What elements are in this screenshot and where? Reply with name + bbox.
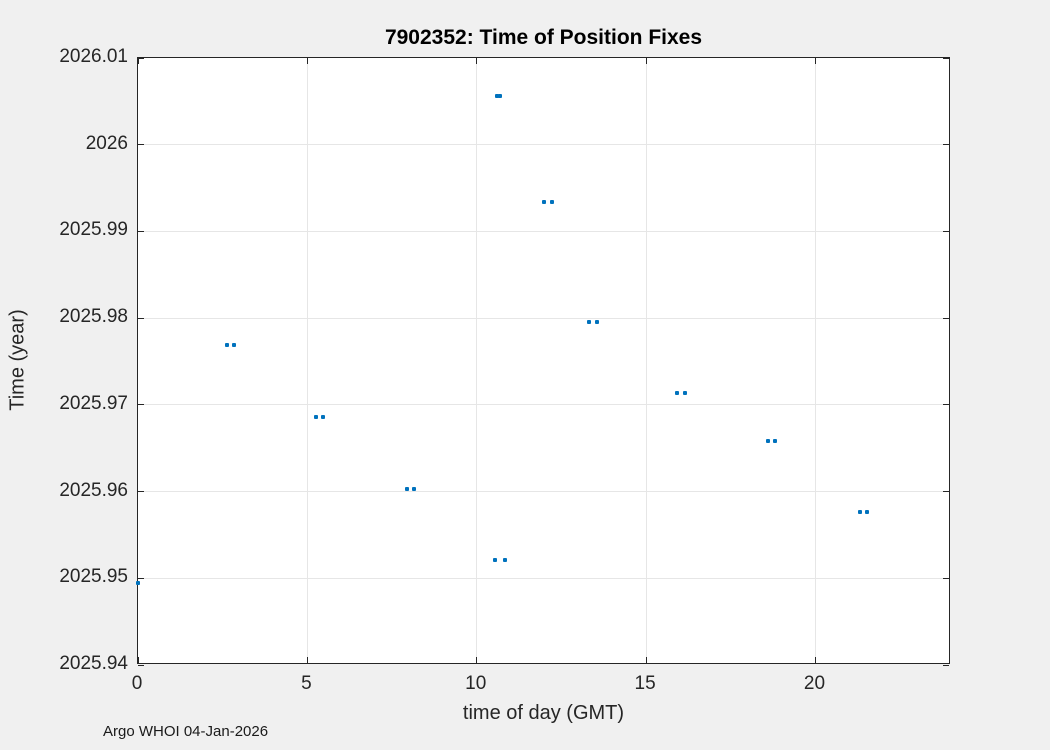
data-point (595, 319, 599, 324)
data-point (549, 199, 554, 204)
y-tick-mark-left (138, 491, 144, 493)
data-point (542, 199, 547, 204)
data-point (864, 509, 869, 514)
x-tick-label: 10 (465, 673, 487, 694)
data-point (683, 390, 688, 395)
data-point (412, 486, 417, 491)
data-point (766, 439, 771, 444)
grid-line-horizontal (138, 144, 949, 146)
grid-line-vertical (476, 58, 478, 663)
x-tick-mark-bottom (137, 657, 139, 663)
y-tick-label: 2025.96 (59, 479, 128, 501)
y-tick-mark-right (943, 577, 949, 579)
x-tick-label: 20 (803, 673, 826, 694)
x-tick-label: 15 (634, 673, 656, 694)
data-point (586, 319, 591, 324)
x-tick-mark-bottom (645, 657, 647, 663)
data-point (498, 94, 503, 99)
y-tick-mark-left (138, 404, 144, 406)
y-tick-mark-left (138, 664, 144, 666)
y-tick-mark-right (943, 664, 949, 666)
y-tick-mark-left (138, 317, 144, 319)
grid-line-vertical (815, 58, 816, 663)
grid-line-horizontal (138, 577, 949, 579)
data-point (493, 558, 498, 563)
x-tick-mark-bottom (306, 657, 308, 663)
x-tick-mark-top (476, 58, 478, 64)
data-point (502, 558, 507, 563)
x-tick-mark-top (137, 58, 139, 64)
data-point (320, 414, 325, 419)
y-tick-mark-right (943, 144, 949, 146)
grid-line-vertical (645, 58, 647, 663)
x-tick-mark-bottom (815, 657, 816, 663)
chart-title: 7902352: Time of Position Fixes (384, 26, 703, 49)
y-tick-label: 2026.01 (59, 46, 128, 67)
x-tick-mark-top (306, 58, 308, 64)
y-tick-label: 2025.99 (59, 219, 128, 241)
data-point (313, 414, 318, 419)
x-axis-label: time of day (GMT) (462, 702, 625, 724)
y-tick-label: 2025.98 (59, 306, 128, 328)
data-point (136, 581, 140, 586)
y-tick-mark-right (943, 57, 949, 59)
data-point (495, 94, 500, 99)
y-tick-mark-left (138, 144, 144, 146)
grid-line-vertical (306, 58, 308, 663)
data-point (674, 390, 679, 395)
y-tick-mark-right (943, 317, 949, 319)
footer-text: Argo WHOI 04-Jan-2026 (103, 723, 269, 740)
y-tick-mark-right (943, 230, 949, 232)
y-tick-mark-left (138, 577, 144, 579)
data-point (225, 343, 230, 348)
y-tick-mark-right (943, 491, 949, 493)
data-point (404, 486, 409, 491)
y-tick-mark-left (138, 57, 144, 59)
grid-line-horizontal (138, 404, 949, 406)
x-tick-mark-bottom (476, 657, 478, 663)
x-tick-label: 0 (131, 673, 143, 694)
grid-line-horizontal (138, 317, 949, 319)
y-tick-mark-right (943, 404, 949, 406)
y-tick-label: 2026 (85, 132, 128, 154)
y-tick-label: 2025.94 (59, 653, 128, 674)
y-tick-mark-left (138, 230, 144, 232)
grid-line-horizontal (138, 230, 949, 232)
data-point (857, 509, 862, 514)
data-point (772, 439, 777, 444)
y-tick-label: 2025.95 (59, 566, 128, 588)
plot-area (136, 57, 950, 666)
x-tick-label: 5 (301, 673, 312, 694)
grid-line-horizontal (138, 491, 949, 493)
data-point (231, 343, 236, 348)
x-tick-mark-top (815, 58, 816, 64)
x-tick-mark-top (645, 58, 647, 64)
y-tick-label: 2025.97 (59, 392, 128, 414)
